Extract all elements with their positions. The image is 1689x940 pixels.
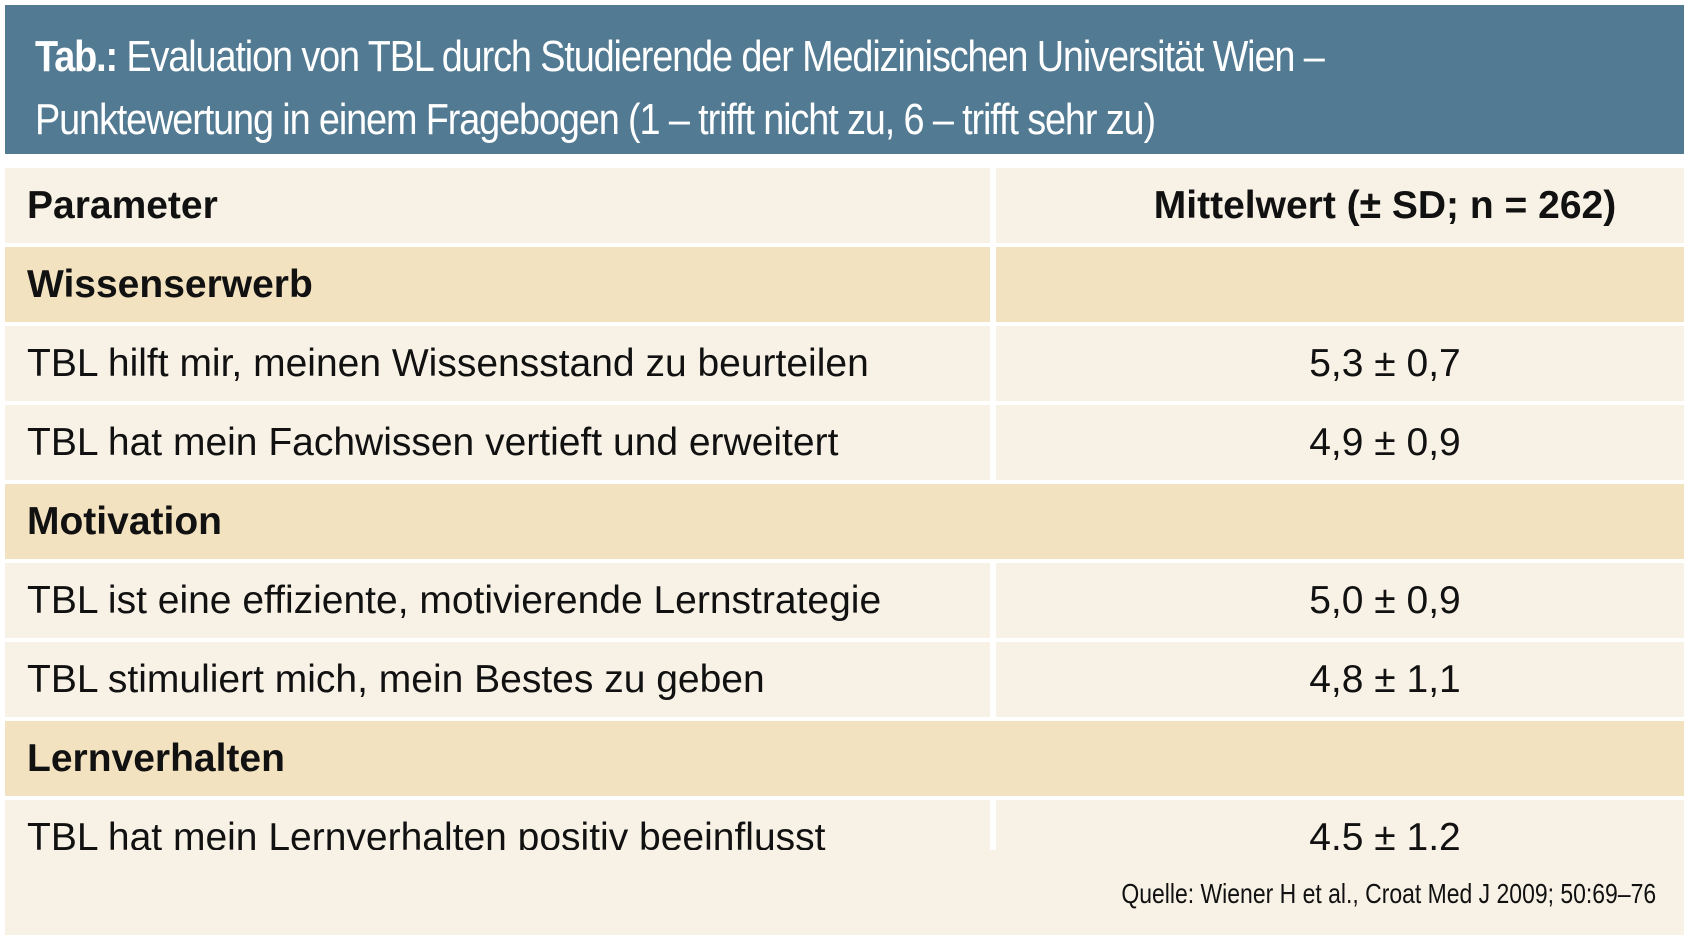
column-header-mean: Mittelwert (± SD; n = 262) bbox=[996, 168, 1684, 243]
table-row: TBL hilft mir, meinen Wissensstand zu be… bbox=[5, 326, 1684, 401]
section-row-lernverhalten: Lernverhalten bbox=[5, 721, 1684, 796]
section-title: Lernverhalten bbox=[5, 721, 1684, 796]
section-empty-cell bbox=[996, 247, 1684, 322]
table-row: TBL hat mein Fachwissen vertieft und erw… bbox=[5, 405, 1684, 480]
row-value: 4,8 ± 1,1 bbox=[996, 642, 1684, 717]
table-header-row: Parameter Mittelwert (± SD; n = 262) bbox=[5, 168, 1684, 243]
row-value: 5,0 ± 0,9 bbox=[996, 563, 1684, 638]
row-label: TBL ist eine effiziente, motivierende Le… bbox=[5, 563, 990, 638]
row-label: TBL hat mein Fachwissen vertieft und erw… bbox=[5, 405, 990, 480]
caption-title-line-1: Evaluation von TBL durch Studierende der… bbox=[126, 32, 1324, 81]
table-row: TBL hat mein Lernverhalten positiv beein… bbox=[5, 800, 1684, 875]
row-value: 4,9 ± 0,9 bbox=[996, 405, 1684, 480]
row-value: 5,3 ± 0,7 bbox=[996, 326, 1684, 401]
section-title: Motivation bbox=[5, 484, 1684, 559]
column-header-parameter: Parameter bbox=[5, 168, 990, 243]
section-row-motivation: Motivation bbox=[5, 484, 1684, 559]
section-title: Wissenserwerb bbox=[5, 247, 990, 322]
section-row-wissenserwerb: Wissenserwerb bbox=[5, 247, 1684, 322]
caption-line-1: Tab.: Evaluation von TBL durch Studieren… bbox=[35, 25, 1453, 88]
table-caption-header: Tab.: Evaluation von TBL durch Studieren… bbox=[5, 5, 1684, 154]
tab-label: Tab.: bbox=[35, 32, 118, 81]
table-row: TBL stimuliert mich, mein Bestes zu gebe… bbox=[5, 642, 1684, 717]
row-label: TBL hilft mir, meinen Wissensstand zu be… bbox=[5, 326, 990, 401]
caption-title-line-2: Punktewertung in einem Fragebogen (1 – t… bbox=[35, 95, 1156, 144]
table-row: TBL ist eine effiziente, motivierende Le… bbox=[5, 563, 1684, 638]
row-label: TBL stimuliert mich, mein Bestes zu gebe… bbox=[5, 642, 990, 717]
evaluation-table: Parameter Mittelwert (± SD; n = 262) Wis… bbox=[5, 168, 1684, 875]
source-citation: Quelle: Wiener H et al., Croat Med J 200… bbox=[1121, 878, 1656, 909]
table-footer: Quelle: Wiener H et al., Croat Med J 200… bbox=[5, 850, 1684, 935]
